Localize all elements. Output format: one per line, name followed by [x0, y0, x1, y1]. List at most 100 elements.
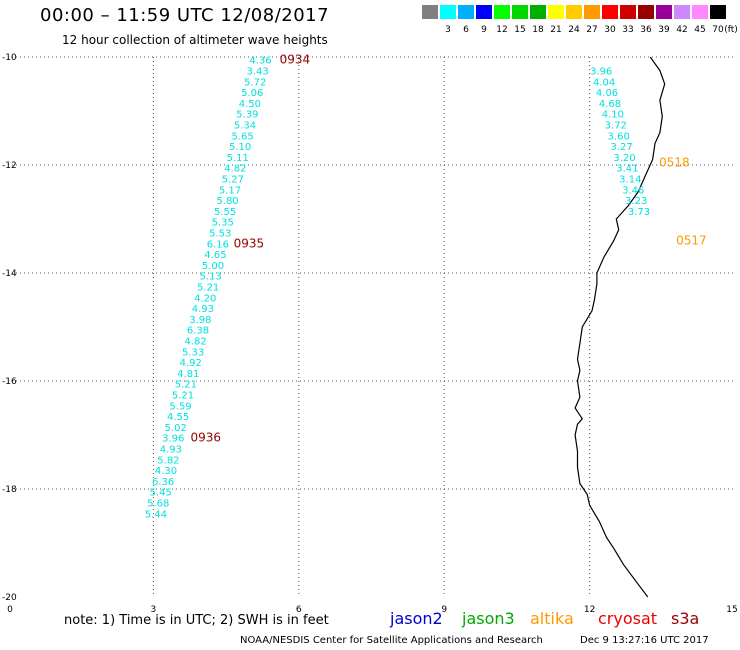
wave-height-value: 5.13	[199, 272, 221, 283]
coastline-path	[574, 56, 666, 598]
pass-time-label: 0936	[190, 431, 221, 445]
legend-swatch	[440, 5, 456, 19]
legend-swatch	[638, 5, 654, 19]
wave-height-value: 3.73	[628, 207, 650, 218]
wave-height-value: 5.27	[222, 175, 244, 186]
wave-height-value: 5.34	[234, 121, 256, 132]
color-legend: 3 6 9 12 15 18 21 24 27 30 33 36 39 42 45 70 (ft)	[422, 5, 738, 39]
wave-height-value: 4.20	[194, 293, 216, 304]
x-tick-label: 9	[441, 605, 447, 615]
altimeter-tracks: 4.363.435.725.064.505.395.345.655.105.11…	[145, 56, 650, 521]
legend-swatch	[512, 5, 528, 19]
legend-swatch	[602, 5, 618, 19]
wave-height-value: 6.38	[187, 326, 209, 337]
wave-height-value: 4.65	[204, 250, 226, 261]
satellite-jason2: jason2	[390, 609, 443, 628]
wave-height-value: 5.53	[209, 229, 231, 240]
legend-swatch	[566, 5, 582, 19]
legend-label: 39	[658, 25, 670, 35]
wave-height-value: 3.60	[608, 131, 630, 142]
wave-height-value: 5.02	[165, 423, 187, 434]
satellite-s3a: s3a	[671, 609, 700, 628]
x-tick-label: 0	[7, 605, 13, 615]
wave-height-value: 5.45	[150, 488, 172, 499]
y-tick-label: -14	[2, 269, 17, 279]
legend-swatch	[476, 5, 492, 19]
wave-height-value: 5.35	[212, 218, 234, 229]
coastline	[574, 56, 666, 598]
wave-height-value: 5.10	[229, 142, 251, 153]
x-tick-label: 12	[584, 605, 595, 615]
wave-height-value: 4.36	[249, 56, 271, 67]
legend-swatch	[458, 5, 474, 19]
pass-time-label: 0517	[676, 234, 707, 248]
footer-note: note: 1) Time is in UTC; 2) SWH is in fe…	[64, 613, 329, 628]
wave-height-value: 3.14	[619, 175, 641, 186]
wave-height-value: 5.00	[202, 261, 224, 272]
wave-height-value: 5.72	[244, 77, 266, 88]
legend-label: 15	[514, 25, 526, 35]
satellite-jason3: jason3	[462, 609, 515, 628]
wave-height-value: 4.93	[160, 445, 182, 456]
map-title: 00:00 – 11:59 UTC 12/08/2017	[40, 5, 330, 26]
legend-swatch	[548, 5, 564, 19]
y-tick-label: -20	[2, 593, 17, 603]
x-tick-label: 3	[151, 605, 157, 615]
legend-label: 27	[586, 25, 598, 35]
legend-label: 3	[445, 25, 451, 35]
legend-label: 36	[640, 25, 652, 35]
y-tick-label: -12	[2, 161, 17, 171]
legend-swatch	[710, 5, 726, 19]
legend-swatch	[674, 5, 690, 19]
wave-height-value: 5.80	[216, 196, 238, 207]
legend-label: 6	[463, 25, 469, 35]
legend-label: 30	[604, 25, 616, 35]
wave-height-value: 4.92	[180, 358, 202, 369]
wave-height-value: 5.59	[169, 401, 191, 412]
wave-height-value: 4.55	[167, 412, 189, 423]
wave-height-value: 5.11	[227, 153, 249, 164]
legend-swatch	[656, 5, 672, 19]
pass-time-label: 0934	[280, 53, 311, 67]
legend-label: 70	[712, 25, 724, 35]
pass-time-label: 0518	[659, 155, 690, 169]
wave-height-value: 3.96	[590, 67, 612, 78]
credit-line: NOAA/NESDIS Center for Satellite Applica…	[240, 635, 543, 646]
satellite-altika: altika	[530, 609, 574, 628]
wave-height-value: 5.55	[214, 207, 236, 218]
wave-height-value: 4.10	[602, 110, 624, 121]
x-tick-label: 15	[726, 605, 737, 615]
wave-height-value: 4.82	[224, 164, 246, 175]
wave-height-value: 5.21	[197, 283, 219, 294]
legend-unit: (ft)	[724, 25, 738, 35]
wave-height-value: 5.21	[172, 391, 194, 402]
wave-height-value: 6.36	[152, 477, 174, 488]
legend-label: 12	[496, 25, 508, 35]
legend-label: 9	[481, 25, 487, 35]
axis-ticks: 0 3 6 9 12 15 -10 -12 -14 -16 -18 -20	[2, 53, 738, 615]
wave-height-value: 3.72	[605, 121, 627, 132]
wave-height-value: 4.68	[599, 99, 621, 110]
wave-height-value: 3.41	[616, 164, 638, 175]
y-tick-label: -18	[2, 485, 17, 495]
generated-timestamp: Dec 9 13:27:16 UTC 2017	[580, 635, 709, 646]
wave-height-value: 5.21	[175, 380, 197, 391]
wave-height-value: 3.43	[246, 67, 268, 78]
legend-swatch	[620, 5, 636, 19]
time-labels: 0934 0935 0936 0518 0517	[190, 53, 706, 445]
wave-height-value: 4.04	[593, 77, 615, 88]
satellite-cryosat: cryosat	[598, 609, 658, 628]
wave-height-value: 4.81	[177, 369, 199, 380]
wave-height-value: 3.27	[610, 142, 632, 153]
wave-height-value: 5.82	[157, 455, 179, 466]
wave-height-value: 5.68	[147, 499, 169, 510]
legend-swatch	[530, 5, 546, 19]
legend-swatch	[494, 5, 510, 19]
wave-height-value: 3.46	[622, 185, 644, 196]
wave-height-value: 5.33	[182, 347, 204, 358]
legend-swatch	[422, 5, 438, 19]
legend-swatch	[692, 5, 708, 19]
pass-time-label: 0935	[234, 236, 265, 250]
wave-height-value: 5.06	[241, 88, 263, 99]
